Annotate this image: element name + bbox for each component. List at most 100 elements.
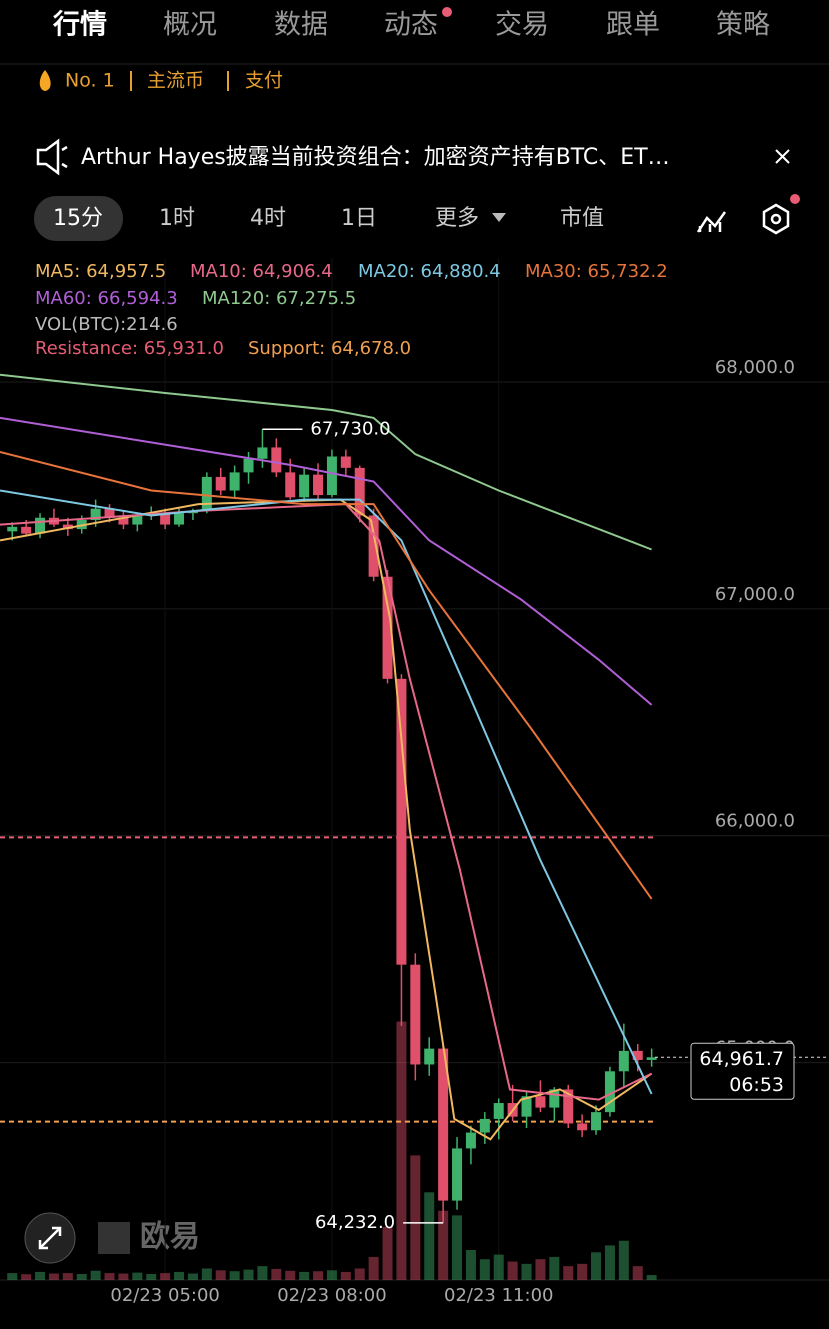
volume-bar <box>479 1259 490 1280</box>
indicator-icon[interactable] <box>696 211 727 233</box>
candle-body <box>35 517 46 534</box>
tag[interactable]: 主流币 <box>147 70 204 92</box>
tab[interactable]: 行情 <box>52 9 107 41</box>
timeframe[interactable]: 15分 <box>53 206 103 231</box>
candle-body <box>465 1132 476 1149</box>
volume-bar <box>618 1240 629 1280</box>
volume-bar <box>62 1273 73 1280</box>
volume-bar <box>535 1259 546 1280</box>
last-price-label: 64,961.7 <box>699 1048 784 1070</box>
timeframe[interactable]: 4时 <box>250 206 286 231</box>
notification-dot <box>442 7 452 17</box>
volume-bar <box>326 1270 337 1280</box>
volume-bar <box>21 1274 32 1280</box>
candle-body <box>160 513 171 525</box>
volume-bar <box>201 1268 212 1280</box>
support-legend: Support: 64,678.0 <box>248 338 411 359</box>
x-tick-label: 02/23 11:00 <box>444 1285 553 1306</box>
volume-bar <box>465 1250 476 1280</box>
volume-bar <box>632 1266 643 1280</box>
speaker-icon <box>36 138 68 176</box>
timeframe[interactable]: 更多 <box>435 206 479 231</box>
candle-body <box>493 1103 504 1119</box>
candle-body <box>479 1118 490 1133</box>
volume-bar <box>257 1266 268 1280</box>
volume-bar <box>438 1210 449 1280</box>
expand-icon <box>38 1226 62 1250</box>
more-arrow <box>492 213 506 222</box>
volume-bar <box>424 1192 435 1280</box>
candle-body <box>604 1071 615 1113</box>
volume-bar <box>229 1271 240 1280</box>
volume-bar <box>104 1273 115 1280</box>
tab[interactable]: 策略 <box>716 10 770 41</box>
tab[interactable]: 数据 <box>274 10 328 41</box>
candle-body <box>632 1050 643 1060</box>
volume-bar <box>452 1215 463 1280</box>
candle-body <box>104 508 115 518</box>
candle-body <box>132 515 143 525</box>
volume-bar <box>76 1274 87 1280</box>
candle-body <box>299 474 310 498</box>
timeframe[interactable]: 1时 <box>159 206 195 231</box>
candle-body <box>340 456 351 468</box>
tag[interactable]: 支付 <box>245 70 283 92</box>
last-price-box <box>690 1042 795 1100</box>
candle-body <box>396 678 407 965</box>
settings-icon-center <box>770 213 782 225</box>
settings-icon[interactable] <box>762 203 790 235</box>
candle-body <box>452 1148 463 1201</box>
x-tick-label: 02/23 05:00 <box>110 1285 219 1306</box>
x-tick-label: 02/23 08:00 <box>277 1285 386 1306</box>
volume-bar <box>313 1271 324 1280</box>
candle-body <box>21 526 32 534</box>
candle-body <box>646 1057 657 1060</box>
volume-legend: VOL(BTC):214.6 <box>35 314 178 335</box>
candle-body <box>285 472 296 498</box>
candle-body <box>368 515 379 577</box>
ma-line <box>0 503 653 1101</box>
volume-bar <box>90 1270 101 1280</box>
volume-bar <box>493 1254 504 1280</box>
volume-bar <box>507 1261 518 1280</box>
volume-bar <box>48 1273 59 1280</box>
ma-legend: MA10: 64,906.4 <box>190 261 333 282</box>
volume-bar <box>160 1273 171 1280</box>
tab[interactable]: 跟单 <box>606 10 660 41</box>
close-news[interactable] <box>775 149 790 164</box>
candle-body <box>243 458 254 473</box>
volume-bar <box>354 1268 365 1280</box>
countdown: 06:53 <box>729 1074 784 1096</box>
news-headline[interactable]: Arthur Hayes披露当前投资组合：加密资产持有BTC、ET… <box>81 145 670 170</box>
timeframe-selected <box>34 196 123 241</box>
tab[interactable]: 概况 <box>163 10 217 41</box>
ma-legend: MA20: 64,880.4 <box>358 261 501 282</box>
y-tick-label: 67,000.0 <box>715 584 795 605</box>
volume-bar <box>285 1270 296 1280</box>
timeframe[interactable]: 市值 <box>560 206 604 231</box>
candle-body <box>201 476 212 511</box>
tab[interactable]: 交易 <box>495 10 549 41</box>
volume-bar <box>118 1273 129 1280</box>
y-tick-label: 66,000.0 <box>715 811 795 832</box>
watermark: 欧易 <box>140 1220 200 1255</box>
candle-body <box>563 1089 574 1124</box>
tag[interactable]: No. 1 <box>65 70 115 92</box>
volume-bar <box>604 1245 615 1280</box>
volume-bar <box>396 1021 407 1280</box>
timeframe[interactable]: 1日 <box>341 206 377 231</box>
candle-body <box>62 524 73 530</box>
volume-bar <box>340 1271 351 1280</box>
candle-body <box>618 1050 629 1072</box>
ma-line <box>0 489 653 1095</box>
candle-body <box>535 1096 546 1108</box>
tab[interactable]: 动态 <box>384 10 438 41</box>
candle-body <box>7 526 18 532</box>
volume-bar <box>187 1273 198 1280</box>
volume-bar <box>174 1271 185 1280</box>
fire-icon <box>39 70 51 91</box>
candle-body <box>326 456 337 496</box>
ma-line <box>0 373 652 551</box>
volume-bar <box>549 1256 560 1280</box>
